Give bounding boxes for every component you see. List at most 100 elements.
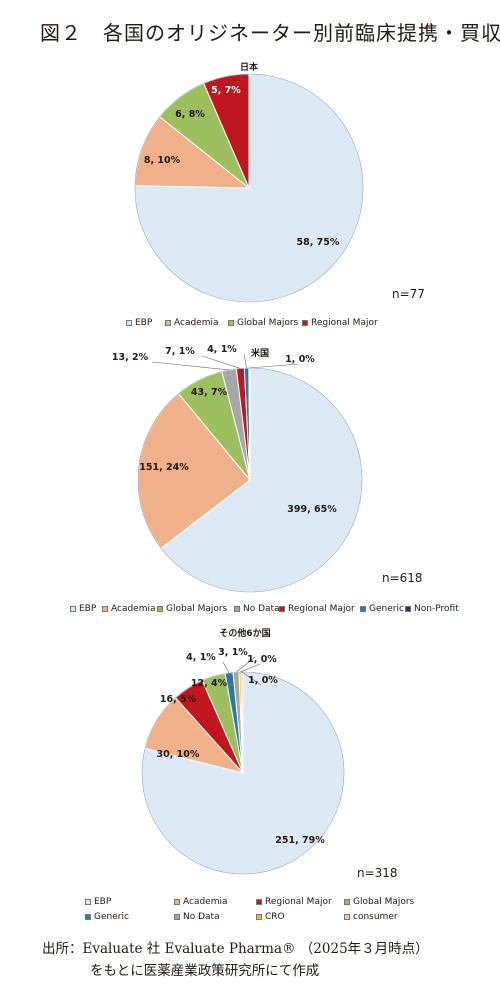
data-label-academia: 30, 10% bbox=[157, 749, 200, 760]
legend-label: Global Majors bbox=[353, 897, 415, 907]
data-label-academia: 8, 10% bbox=[144, 155, 181, 166]
data-label-non-profit: 1, 0% bbox=[285, 354, 315, 365]
source-note: 出所：Evaluate 社 Evaluate Pharma® （2025年３月時… bbox=[42, 938, 429, 982]
data-label-no-data: 13, 2% bbox=[112, 352, 149, 363]
legend-swatch bbox=[344, 914, 350, 920]
legend-item-regional-major: Regional Major bbox=[302, 318, 378, 328]
figure-title: 図２ 各国のオリジネーター別前臨床提携・買収 bbox=[40, 21, 500, 45]
legend-swatch bbox=[344, 899, 350, 905]
legend-item-academia: Academia bbox=[165, 318, 219, 328]
legend-swatch bbox=[85, 914, 91, 920]
legend-japan: EBP Academia Global Majors Regional Major bbox=[0, 318, 500, 332]
legend-item-ebp: EBP bbox=[85, 897, 111, 907]
legend-label: Generic bbox=[94, 912, 129, 922]
data-label-generic: 4, 1% bbox=[207, 344, 237, 355]
pie-outline bbox=[141, 671, 345, 875]
legend-label: CRO bbox=[265, 912, 285, 922]
legend-swatch bbox=[85, 899, 91, 905]
data-label-generic: 4, 1% bbox=[186, 652, 216, 663]
legend-label: EBP bbox=[135, 318, 153, 328]
legend-us: EBP Academia Global Majors No Data Regional … bbox=[0, 604, 500, 618]
legend-swatch bbox=[126, 320, 132, 326]
pie-title: 日本 bbox=[240, 61, 259, 73]
legend-item-consumer: consumer bbox=[344, 912, 398, 922]
legend-label: No Data bbox=[243, 604, 280, 614]
source-line-2: をもとに医薬産業政策研究所にて作成 bbox=[90, 963, 320, 979]
legend-swatch bbox=[70, 606, 76, 612]
leader-line bbox=[241, 671, 262, 686]
data-label-regional-major: 7, 1% bbox=[165, 346, 195, 357]
legend-label: Academia bbox=[183, 897, 228, 907]
legend-label: No Data bbox=[183, 912, 220, 922]
legend-label: consumer bbox=[353, 912, 398, 922]
data-label-global-majors: 12, 4% bbox=[191, 678, 228, 689]
pie-title: その他6か国 bbox=[219, 627, 270, 639]
pie-outline bbox=[134, 73, 364, 303]
data-label-consumer: 1, 0% bbox=[248, 675, 278, 686]
source-line-1: 出所：Evaluate 社 Evaluate Pharma® （2025年３月時… bbox=[42, 941, 429, 957]
pie-chart-japan: 58, 75% 8, 10% 6, 8% 5, 7% 日本 bbox=[134, 61, 364, 303]
data-label-cro: 1, 0% bbox=[247, 654, 277, 665]
data-label-regional-major: 16, 5% bbox=[160, 694, 197, 705]
pie-chart-us: 399, 65% 151, 24% 43, 7% 13, 2% 7, 1% 4, 1% 1,… bbox=[112, 344, 363, 593]
legend-item-ebp: EBP bbox=[126, 318, 152, 328]
legend-other: EBP Academia Regional Major Global Majors Ge… bbox=[0, 897, 500, 927]
legend-label: Academia bbox=[111, 604, 156, 614]
legend-item-generic: Generic bbox=[360, 604, 404, 614]
legend-label: EBP bbox=[94, 897, 112, 907]
legend-swatch bbox=[405, 606, 411, 612]
data-label-academia: 151, 24% bbox=[139, 462, 189, 473]
data-label-ebp: 399, 65% bbox=[287, 504, 337, 515]
legend-item-regional-major: Regional Major bbox=[256, 897, 332, 907]
legend-label: Non-Profit bbox=[414, 604, 459, 614]
data-label-regional-major: 5, 7% bbox=[211, 85, 241, 96]
leader-line bbox=[235, 656, 256, 673]
data-label-no-data: 3, 1% bbox=[218, 647, 248, 658]
legend-label: EBP bbox=[79, 604, 97, 614]
legend-item-no-data: No Data bbox=[174, 912, 220, 922]
pie-chart-other-six-countries: 251, 79%30, 10%16, 5%12, 4%4, 1% 3, 1%1, … bbox=[141, 627, 345, 875]
legend-swatch bbox=[360, 606, 366, 612]
legend-item-generic: Generic bbox=[85, 912, 129, 922]
legend-swatch bbox=[234, 606, 240, 612]
legend-label: Global Majors bbox=[166, 604, 228, 614]
data-label-global-majors: 43, 7% bbox=[191, 387, 228, 398]
legend-label: Regional Major bbox=[288, 604, 355, 614]
legend-swatch bbox=[165, 320, 171, 326]
legend-swatch bbox=[174, 914, 180, 920]
legend-item-academia: Academia bbox=[174, 897, 228, 907]
leader-line bbox=[239, 663, 261, 673]
legend-label: Global Majors bbox=[237, 318, 299, 328]
data-label-ebp: 58, 75% bbox=[297, 237, 340, 248]
n-label-japan: n=77 bbox=[392, 287, 425, 301]
legend-item-cro: CRO bbox=[256, 912, 285, 922]
legend-swatch bbox=[174, 899, 180, 905]
legend-swatch bbox=[256, 899, 262, 905]
data-label-global-majors: 6, 8% bbox=[175, 109, 205, 120]
legend-label: Generic bbox=[369, 604, 404, 614]
legend-item-academia: Academia bbox=[102, 604, 156, 614]
legend-item-non-profit: Non-Profit bbox=[405, 604, 459, 614]
legend-swatch bbox=[102, 606, 108, 612]
leader-line bbox=[222, 661, 230, 674]
legend-item-regional-major: Regional Major bbox=[279, 604, 355, 614]
n-label-us: n=618 bbox=[382, 571, 423, 585]
legend-label: Regional Major bbox=[311, 318, 378, 328]
legend-item-no-data: No Data bbox=[234, 604, 280, 614]
legend-swatch bbox=[157, 606, 163, 612]
leader-line bbox=[151, 361, 230, 371]
legend-swatch bbox=[279, 606, 285, 612]
pie-title: 米国 bbox=[250, 347, 269, 359]
legend-item-global-majors: Global Majors bbox=[228, 318, 298, 328]
legend-swatch bbox=[256, 914, 262, 920]
data-label-ebp: 251, 79% bbox=[275, 835, 325, 846]
legend-item-ebp: EBP bbox=[70, 604, 96, 614]
legend-label: Academia bbox=[174, 318, 219, 328]
legend-item-global-majors: Global Majors bbox=[157, 604, 227, 614]
legend-label: Regional Major bbox=[265, 897, 332, 907]
leader-line bbox=[201, 355, 241, 369]
leader-line bbox=[243, 353, 247, 369]
legend-swatch bbox=[302, 320, 308, 326]
n-label-other: n=318 bbox=[357, 866, 398, 880]
leader-line bbox=[249, 363, 299, 369]
